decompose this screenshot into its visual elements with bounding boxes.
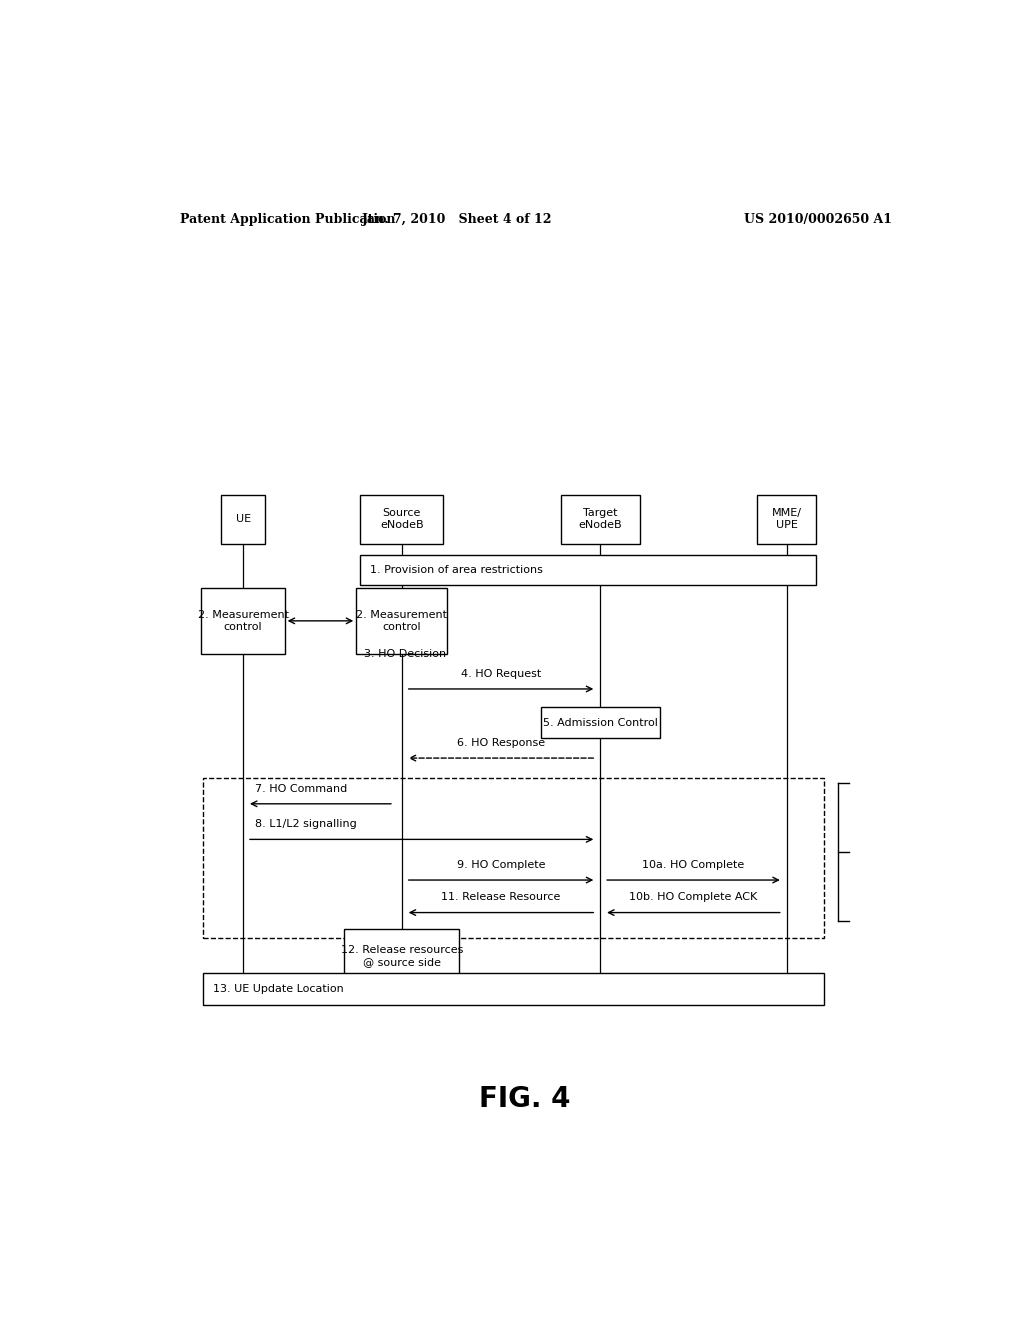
Text: Source
eNodeB: Source eNodeB [380,508,424,531]
Text: Jan. 7, 2010   Sheet 4 of 12: Jan. 7, 2010 Sheet 4 of 12 [362,213,553,226]
Text: 2. Measurement
control: 2. Measurement control [356,610,447,632]
Text: 5. Admission Control: 5. Admission Control [543,718,657,727]
FancyBboxPatch shape [356,587,447,653]
Text: MME/
UPE: MME/ UPE [772,508,802,531]
FancyBboxPatch shape [360,554,816,585]
FancyBboxPatch shape [360,495,443,544]
Text: 1. Provision of area restrictions: 1. Provision of area restrictions [370,565,543,576]
Text: 13. UE Update Location: 13. UE Update Location [213,983,344,994]
Text: UE: UE [236,515,251,524]
Text: 10a. HO Complete: 10a. HO Complete [642,859,744,870]
FancyBboxPatch shape [204,973,824,1005]
Text: 4. HO Request: 4. HO Request [461,669,541,678]
Text: FIG. 4: FIG. 4 [479,1085,570,1113]
FancyBboxPatch shape [202,587,285,653]
Text: 6. HO Response: 6. HO Response [457,738,545,748]
Text: Target
eNodeB: Target eNodeB [579,508,622,531]
FancyBboxPatch shape [757,495,816,544]
Text: 7. HO Command: 7. HO Command [255,784,347,793]
FancyBboxPatch shape [221,495,265,544]
Text: 10b. HO Complete ACK: 10b. HO Complete ACK [630,892,758,903]
Text: 2. Measurement
control: 2. Measurement control [198,610,289,632]
Text: 11. Release Resource: 11. Release Resource [441,892,561,903]
FancyBboxPatch shape [344,929,460,983]
Text: 9. HO Complete: 9. HO Complete [457,859,545,870]
Text: 3. HO Decision: 3. HO Decision [365,649,446,660]
Text: US 2010/0002650 A1: US 2010/0002650 A1 [744,213,893,226]
Text: Patent Application Publication: Patent Application Publication [179,213,395,226]
FancyBboxPatch shape [541,708,659,738]
FancyBboxPatch shape [560,495,640,544]
Text: 8. L1/L2 signalling: 8. L1/L2 signalling [255,820,356,829]
Text: 12. Release resources
@ source side: 12. Release resources @ source side [341,945,463,968]
